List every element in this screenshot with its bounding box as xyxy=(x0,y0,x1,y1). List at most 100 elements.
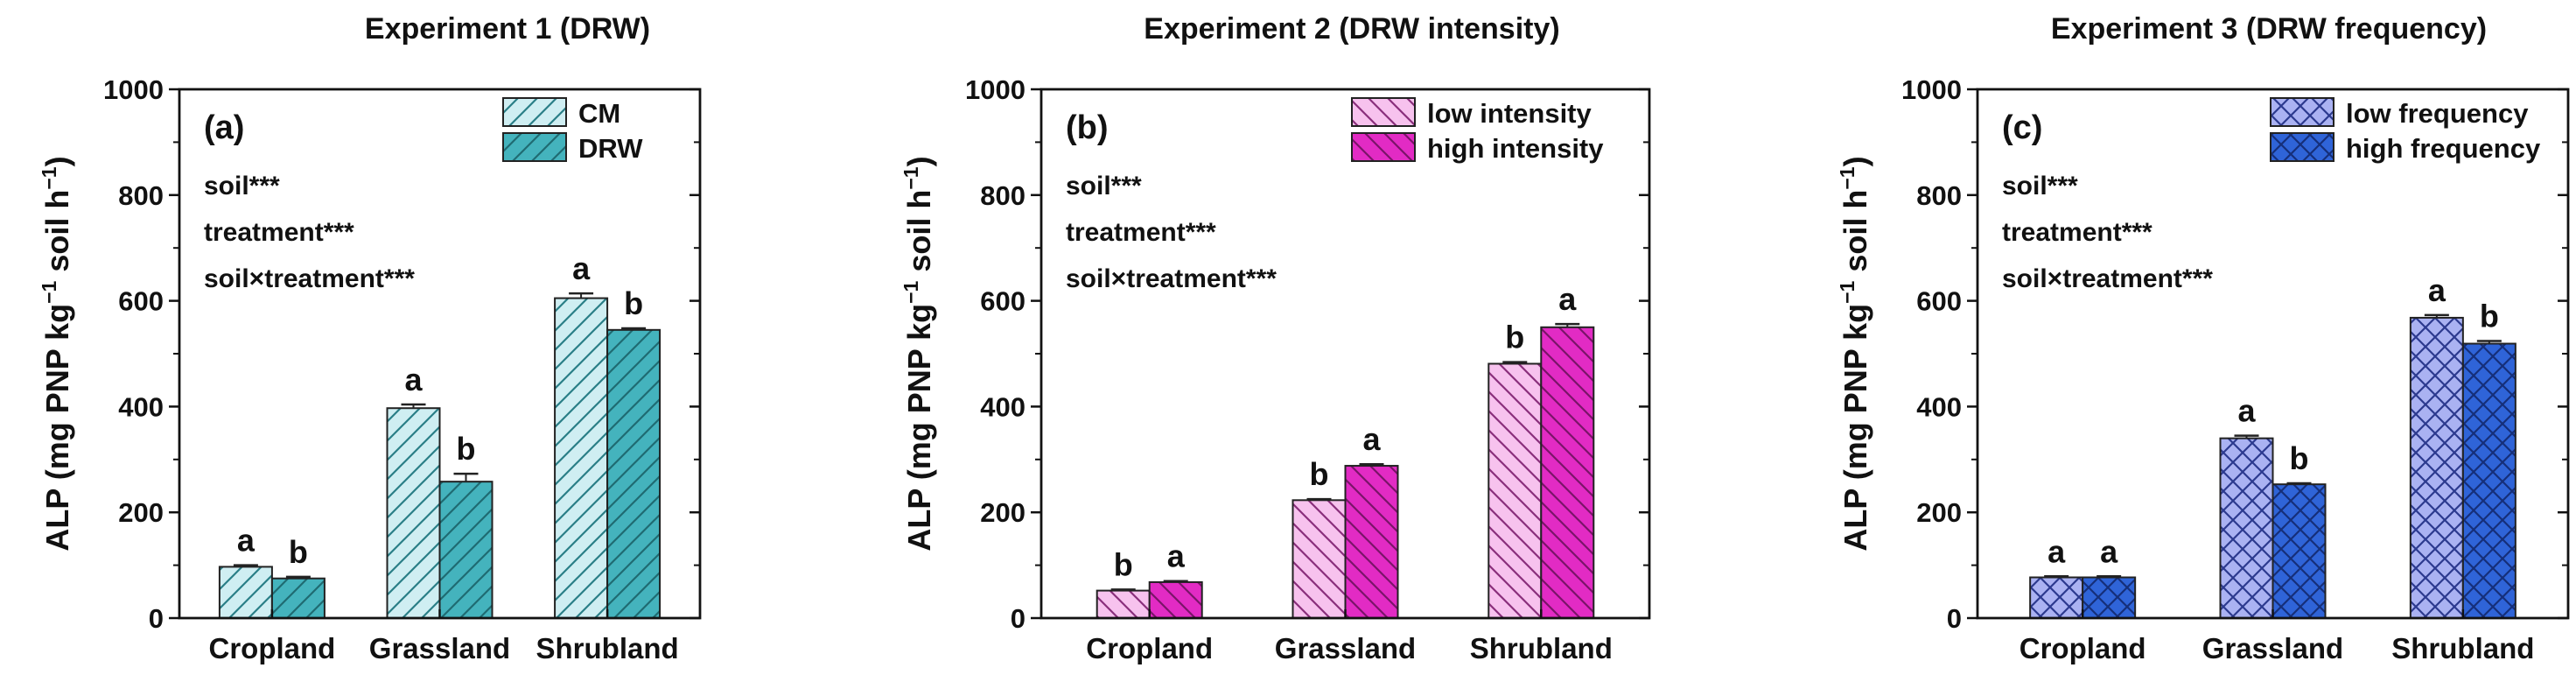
stats-annotation: treatment*** xyxy=(2002,218,2152,247)
stats-annotation: soil×treatment*** xyxy=(204,264,415,293)
y-axis-label-part: soil h xyxy=(39,190,75,281)
bar xyxy=(2029,576,2084,620)
y-axis-label-part: −1 xyxy=(900,166,922,189)
y-axis-label-part: ALP (mg PNP kg xyxy=(901,304,937,552)
significance-letter: a xyxy=(237,523,256,559)
x-tick-label: Shrubland xyxy=(2391,632,2534,664)
plot-frame xyxy=(1976,88,2570,620)
plot-frame xyxy=(178,88,702,620)
bar xyxy=(2272,483,2327,619)
significance-letter: b xyxy=(2290,440,2309,476)
stats-annotation: treatment*** xyxy=(1066,218,1216,247)
legend-swatch xyxy=(2270,97,2334,127)
significance-letter: b xyxy=(1114,546,1133,582)
significance-letter: b xyxy=(1505,320,1524,355)
y-tick-label: 800 xyxy=(980,180,1026,211)
y-axis-label-part: ALP (mg PNP kg xyxy=(39,304,75,552)
legend-label: low frequency xyxy=(2346,98,2529,129)
legend-label: CM xyxy=(578,98,620,129)
x-tick-label: Grassland xyxy=(369,632,510,664)
bar xyxy=(2461,342,2516,619)
y-axis-label: ALP (mg PNP kg−1 soil h−1) xyxy=(1836,156,1873,551)
legend-swatch xyxy=(502,97,567,127)
legend-swatch xyxy=(2270,132,2334,162)
chart-panel-3: Experiment 3 (DRW frequency) ALP (mg PNP … xyxy=(1836,12,2570,664)
significance-letter: b xyxy=(1310,456,1329,492)
significance-letter: a xyxy=(2237,393,2256,429)
y-tick-label: 0 xyxy=(1011,603,1026,634)
x-tick-label: Cropland xyxy=(208,632,335,664)
panel-label: (a) xyxy=(204,109,244,146)
significance-letter: a xyxy=(1558,281,1577,317)
legend-label: high frequency xyxy=(2346,133,2541,164)
bar xyxy=(2219,437,2274,620)
y-axis-label: ALP (mg PNP kg−1 soil h−1) xyxy=(900,156,937,551)
significance-letter: a xyxy=(2048,533,2066,569)
y-axis-label-part: −1 xyxy=(1836,280,1858,303)
chart-title: Experiment 3 (DRW frequency) xyxy=(2051,12,2487,46)
bar xyxy=(606,328,662,619)
y-axis-label: ALP (mg PNP kg−1 soil h−1) xyxy=(38,156,75,551)
y-axis-label-part: ) xyxy=(39,156,75,166)
y-tick-label: 400 xyxy=(980,391,1026,422)
stats-annotation: treatment*** xyxy=(204,218,354,247)
bar xyxy=(1096,589,1151,619)
chart-title: Experiment 1 (DRW) xyxy=(365,12,650,46)
y-tick-label: 0 xyxy=(149,603,164,634)
y-axis-label-part: ALP (mg PNP kg xyxy=(1838,304,1873,552)
x-tick-label: Cropland xyxy=(2020,632,2146,664)
y-tick-label: 200 xyxy=(1916,497,1962,528)
bar xyxy=(1148,580,1203,619)
y-axis-label-part: soil h xyxy=(1838,190,1873,281)
y-tick-label: 800 xyxy=(1916,180,1962,211)
chart-title: Experiment 2 (DRW intensity) xyxy=(1144,12,1559,46)
y-axis-label-part: −1 xyxy=(1836,166,1858,189)
x-tick-label: Grassland xyxy=(1275,632,1416,664)
chart-panel-1: Experiment 1 (DRW) ALP (mg PNP kg−1 soil … xyxy=(38,12,702,664)
y-tick-label: 600 xyxy=(980,286,1026,317)
y-tick-label: 200 xyxy=(118,497,164,528)
y-axis-label-part: soil h xyxy=(901,190,937,281)
legend-label: DRW xyxy=(578,133,643,164)
legend-label: low intensity xyxy=(1427,98,1592,129)
y-axis-label-part: −1 xyxy=(900,280,922,303)
significance-letter: a xyxy=(572,250,591,286)
stats-annotation: soil×treatment*** xyxy=(1066,264,1277,293)
x-tick-label: Shrubland xyxy=(1470,632,1613,664)
stats-annotation: soil*** xyxy=(204,172,280,200)
significance-letter: a xyxy=(2428,272,2446,308)
y-tick-label: 600 xyxy=(118,286,164,317)
panel-label: (b) xyxy=(1066,109,1109,146)
bar xyxy=(2082,576,2137,620)
bar xyxy=(1344,465,1399,619)
bar xyxy=(2409,316,2464,619)
y-tick-label: 800 xyxy=(118,180,164,211)
y-tick-label: 1000 xyxy=(1901,74,1962,105)
y-axis-label-part: ) xyxy=(901,156,937,166)
y-tick-label: 600 xyxy=(1916,286,1962,317)
y-tick-label: 400 xyxy=(118,391,164,422)
significance-letter: b xyxy=(457,431,476,467)
bar xyxy=(1488,362,1543,619)
bar xyxy=(270,577,326,620)
x-tick-label: Grassland xyxy=(2202,632,2343,664)
bar xyxy=(438,481,494,620)
significance-letter: b xyxy=(2480,299,2499,334)
y-axis-label-part: ) xyxy=(1838,156,1873,166)
x-tick-label: Cropland xyxy=(1086,632,1213,664)
bar xyxy=(386,407,441,619)
x-tick-label: Shrubland xyxy=(536,632,679,664)
stats-annotation: soil×treatment*** xyxy=(2002,264,2213,293)
legend-label: high intensity xyxy=(1427,133,1604,164)
bar xyxy=(218,566,273,619)
bar xyxy=(1292,499,1347,619)
y-tick-label: 1000 xyxy=(965,74,1026,105)
legend-swatch xyxy=(1351,97,1416,127)
legend-swatch xyxy=(1351,132,1416,162)
panel-label: (c) xyxy=(2002,109,2042,146)
bar xyxy=(1540,326,1595,619)
bar xyxy=(554,297,609,619)
y-axis-label-part: −1 xyxy=(38,280,60,303)
significance-letter: b xyxy=(289,534,308,570)
